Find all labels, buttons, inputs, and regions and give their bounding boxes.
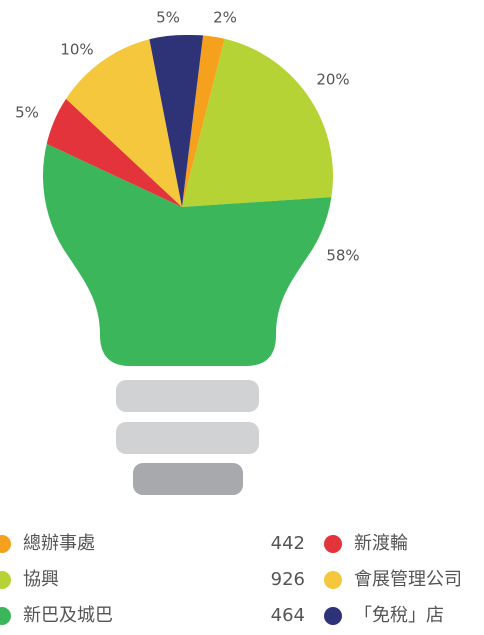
legend-count: 464 [271, 605, 305, 626]
legend-swatch [0, 535, 11, 553]
slice-label: 20% [316, 71, 349, 89]
slice-label: 2% [213, 9, 237, 27]
legend-count: 926 [271, 569, 305, 590]
pie-slice [42, 71, 334, 366]
bulb-base [116, 380, 259, 412]
pie-slice [42, 34, 182, 207]
slice-label: 5% [15, 104, 39, 122]
legend-label: 總辦事處 [23, 533, 95, 554]
legend-swatch [0, 571, 11, 589]
legend-label: 新巴及城巴 [23, 605, 113, 626]
pie-slice [182, 34, 334, 207]
legend-swatch [324, 535, 342, 553]
slice-label: 5% [156, 9, 180, 27]
legend-swatch [324, 571, 342, 589]
legend-label: 會展管理公司 [354, 569, 462, 590]
legend-count: 442 [271, 533, 305, 554]
legend-label: 新渡輪 [354, 533, 408, 554]
legend-swatch [0, 607, 11, 625]
pie-slice [182, 34, 261, 207]
slice-label: 58% [326, 247, 359, 265]
bulb-base [133, 463, 243, 495]
legend-label: 協興 [23, 569, 59, 590]
bulb-base [116, 422, 259, 454]
legend-swatch [324, 607, 342, 625]
pie-slice [120, 34, 221, 207]
legend-label: 「免稅」店 [354, 605, 444, 626]
slice-label: 10% [60, 41, 93, 59]
